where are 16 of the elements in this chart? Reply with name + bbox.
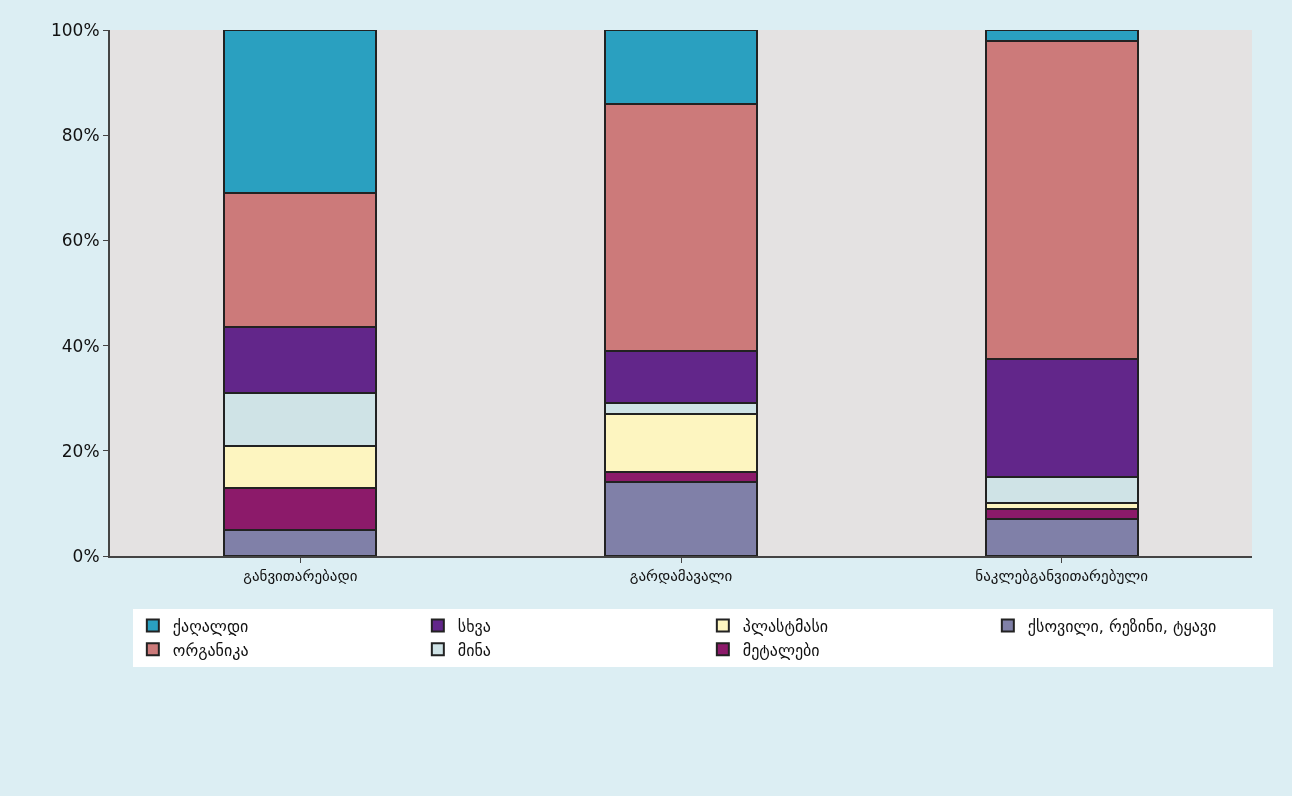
y-tick-label: 40% <box>61 335 100 356</box>
legend-label: სხვა <box>457 616 491 636</box>
legend-label: მეტალები <box>742 640 820 660</box>
y-tick-label: 100% <box>50 19 100 40</box>
legend-label: ქსოვილი, რეზინი, ტყავი <box>1027 616 1217 636</box>
legend-label: ქაღალდი <box>172 616 249 636</box>
x-tick-label: გარდამავალი <box>629 567 733 585</box>
y-tick-label: 20% <box>61 440 100 461</box>
x-tick-label: ნაკლებგანვითარებული <box>975 567 1149 585</box>
legend-label: პლასტმასი <box>742 616 829 636</box>
legend-label: მინა <box>457 640 491 660</box>
x-tick-label: განვითარებადი <box>243 567 358 585</box>
legend-label: ორგანიკა <box>172 640 249 660</box>
y-tick-label: 0% <box>72 545 100 566</box>
y-tick-label: 80% <box>61 125 100 146</box>
y-tick-label: 60% <box>61 230 100 251</box>
